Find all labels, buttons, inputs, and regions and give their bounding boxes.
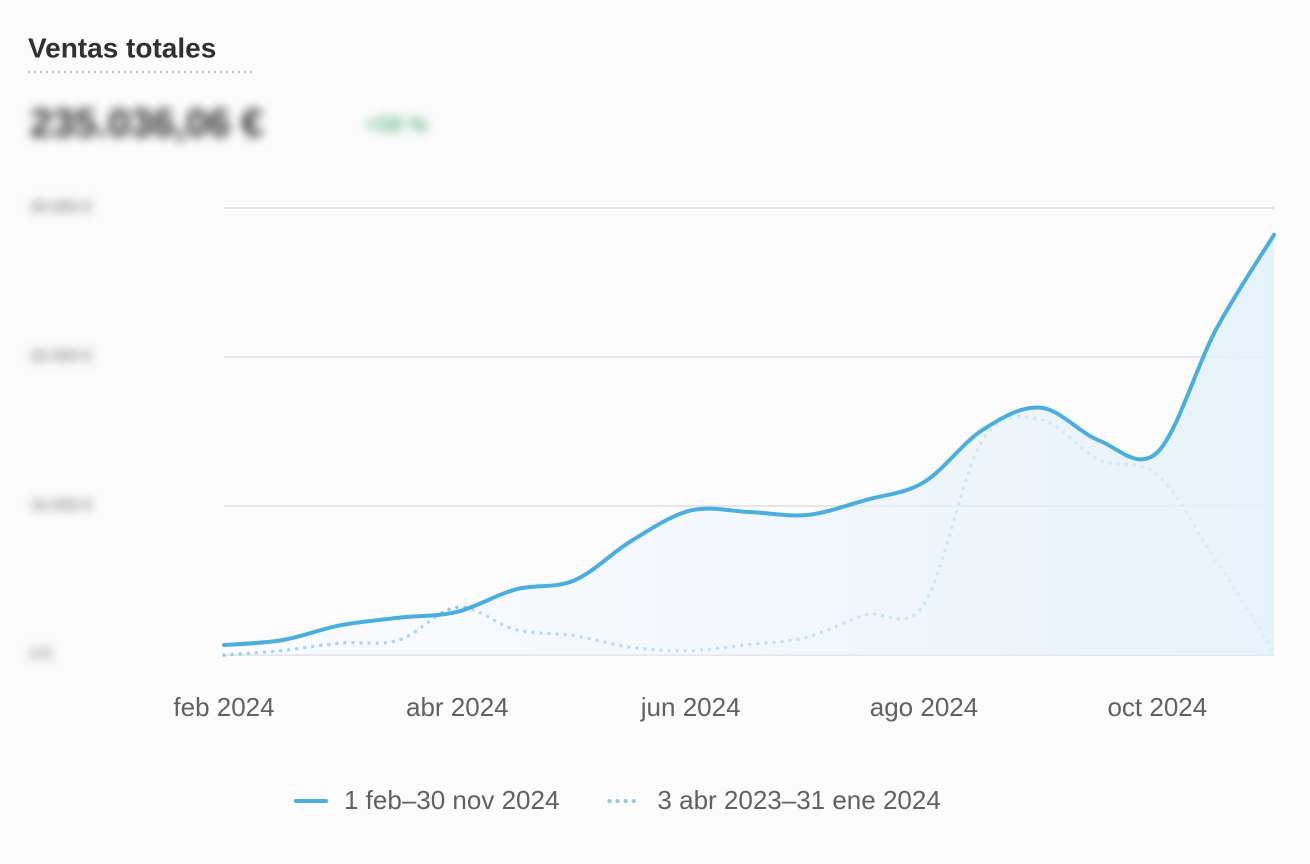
series-line [222, 232, 1276, 648]
y-tick-label: 0 € [30, 646, 52, 663]
x-tick-label: ago 2024 [870, 692, 978, 722]
x-tick-label: feb 2024 [173, 692, 274, 722]
area [224, 234, 1274, 655]
title: Ventas totales [28, 32, 216, 63]
total-value: 235.036,06 € [30, 102, 264, 146]
y-tick-label: 10.000 € [30, 497, 92, 514]
y-tick-label: 20.000 € [30, 348, 92, 365]
legend-label: 1 feb–30 nov 2024 [344, 785, 559, 815]
x-tick-label: oct 2024 [1107, 692, 1207, 722]
legend-label: 3 abr 2023–31 ene 2024 [657, 785, 940, 815]
change-badge: +58 % [365, 112, 428, 137]
y-tick-label: 30.000 € [30, 199, 92, 216]
x-tick-label: abr 2024 [406, 692, 509, 722]
x-tick-label: jun 2024 [640, 692, 741, 722]
